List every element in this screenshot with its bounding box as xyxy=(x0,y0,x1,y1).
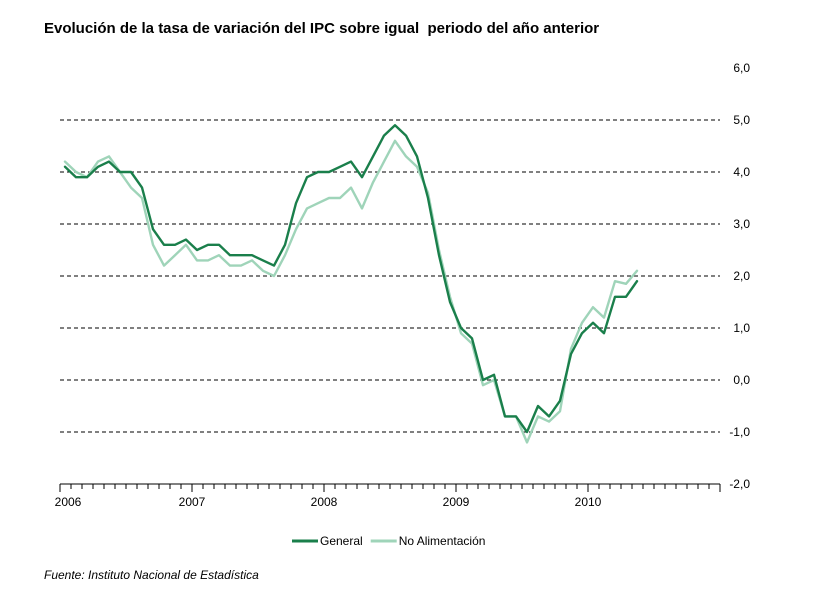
y-tick-label: 0,0 xyxy=(733,373,750,387)
y-tick-label: 4,0 xyxy=(733,165,750,179)
legend-label: General xyxy=(320,534,363,548)
x-year-label: 2009 xyxy=(443,495,470,509)
y-tick-label: 5,0 xyxy=(733,113,750,127)
x-axis: 2006 2007 2008 2009 2010 xyxy=(55,483,721,509)
series-lines xyxy=(63,123,639,444)
legend-label: No Alimentación xyxy=(399,534,486,548)
y-tick-label: 2,0 xyxy=(733,269,750,283)
series-line xyxy=(63,139,639,444)
chart-title: Evolución de la tasa de variación del IP… xyxy=(44,20,600,37)
y-axis: 6,0 5,0 4,0 3,0 2,0 1,0 0,0 -1,0 -2,0 xyxy=(729,61,750,491)
x-year-label: 2010 xyxy=(575,495,602,509)
y-tick-label: -1,0 xyxy=(729,425,750,439)
y-tick-label: 6,0 xyxy=(733,61,750,75)
y-tick-label: -2,0 xyxy=(729,477,750,491)
y-tick-label: 1,0 xyxy=(733,321,750,335)
source-note: Fuente: Instituto Nacional de Estadístic… xyxy=(44,568,259,582)
y-tick-label: 3,0 xyxy=(733,217,750,231)
x-year-label: 2006 xyxy=(55,495,82,509)
series-line xyxy=(63,123,639,434)
x-year-label: 2007 xyxy=(179,495,206,509)
legend: General No Alimentación xyxy=(292,534,485,548)
grid-lines xyxy=(60,119,720,433)
x-year-label: 2008 xyxy=(311,495,338,509)
